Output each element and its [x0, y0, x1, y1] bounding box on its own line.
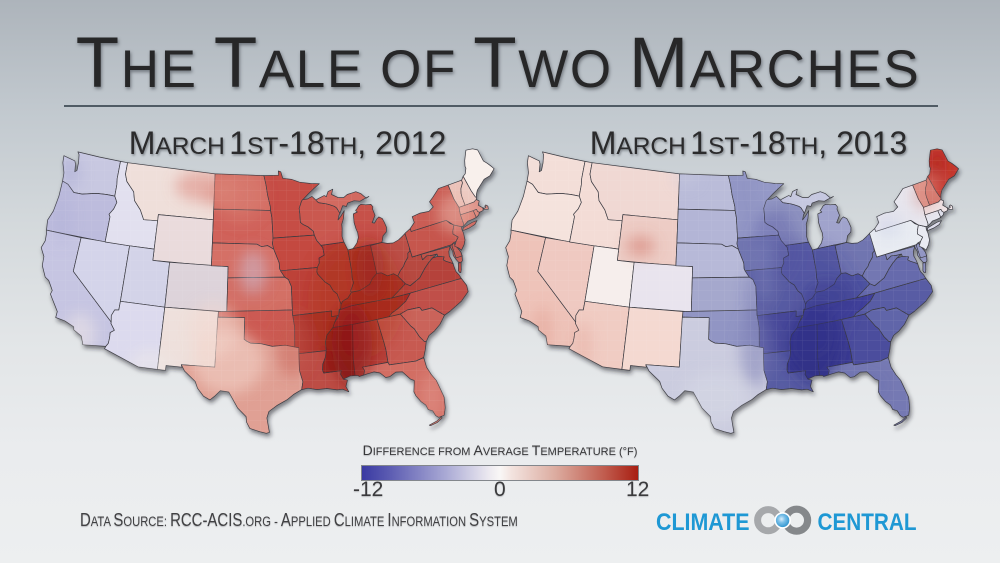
svg-text:CENTRAL: CENTRAL [818, 509, 917, 536]
svg-text:CLIMATE: CLIMATE [656, 509, 750, 536]
